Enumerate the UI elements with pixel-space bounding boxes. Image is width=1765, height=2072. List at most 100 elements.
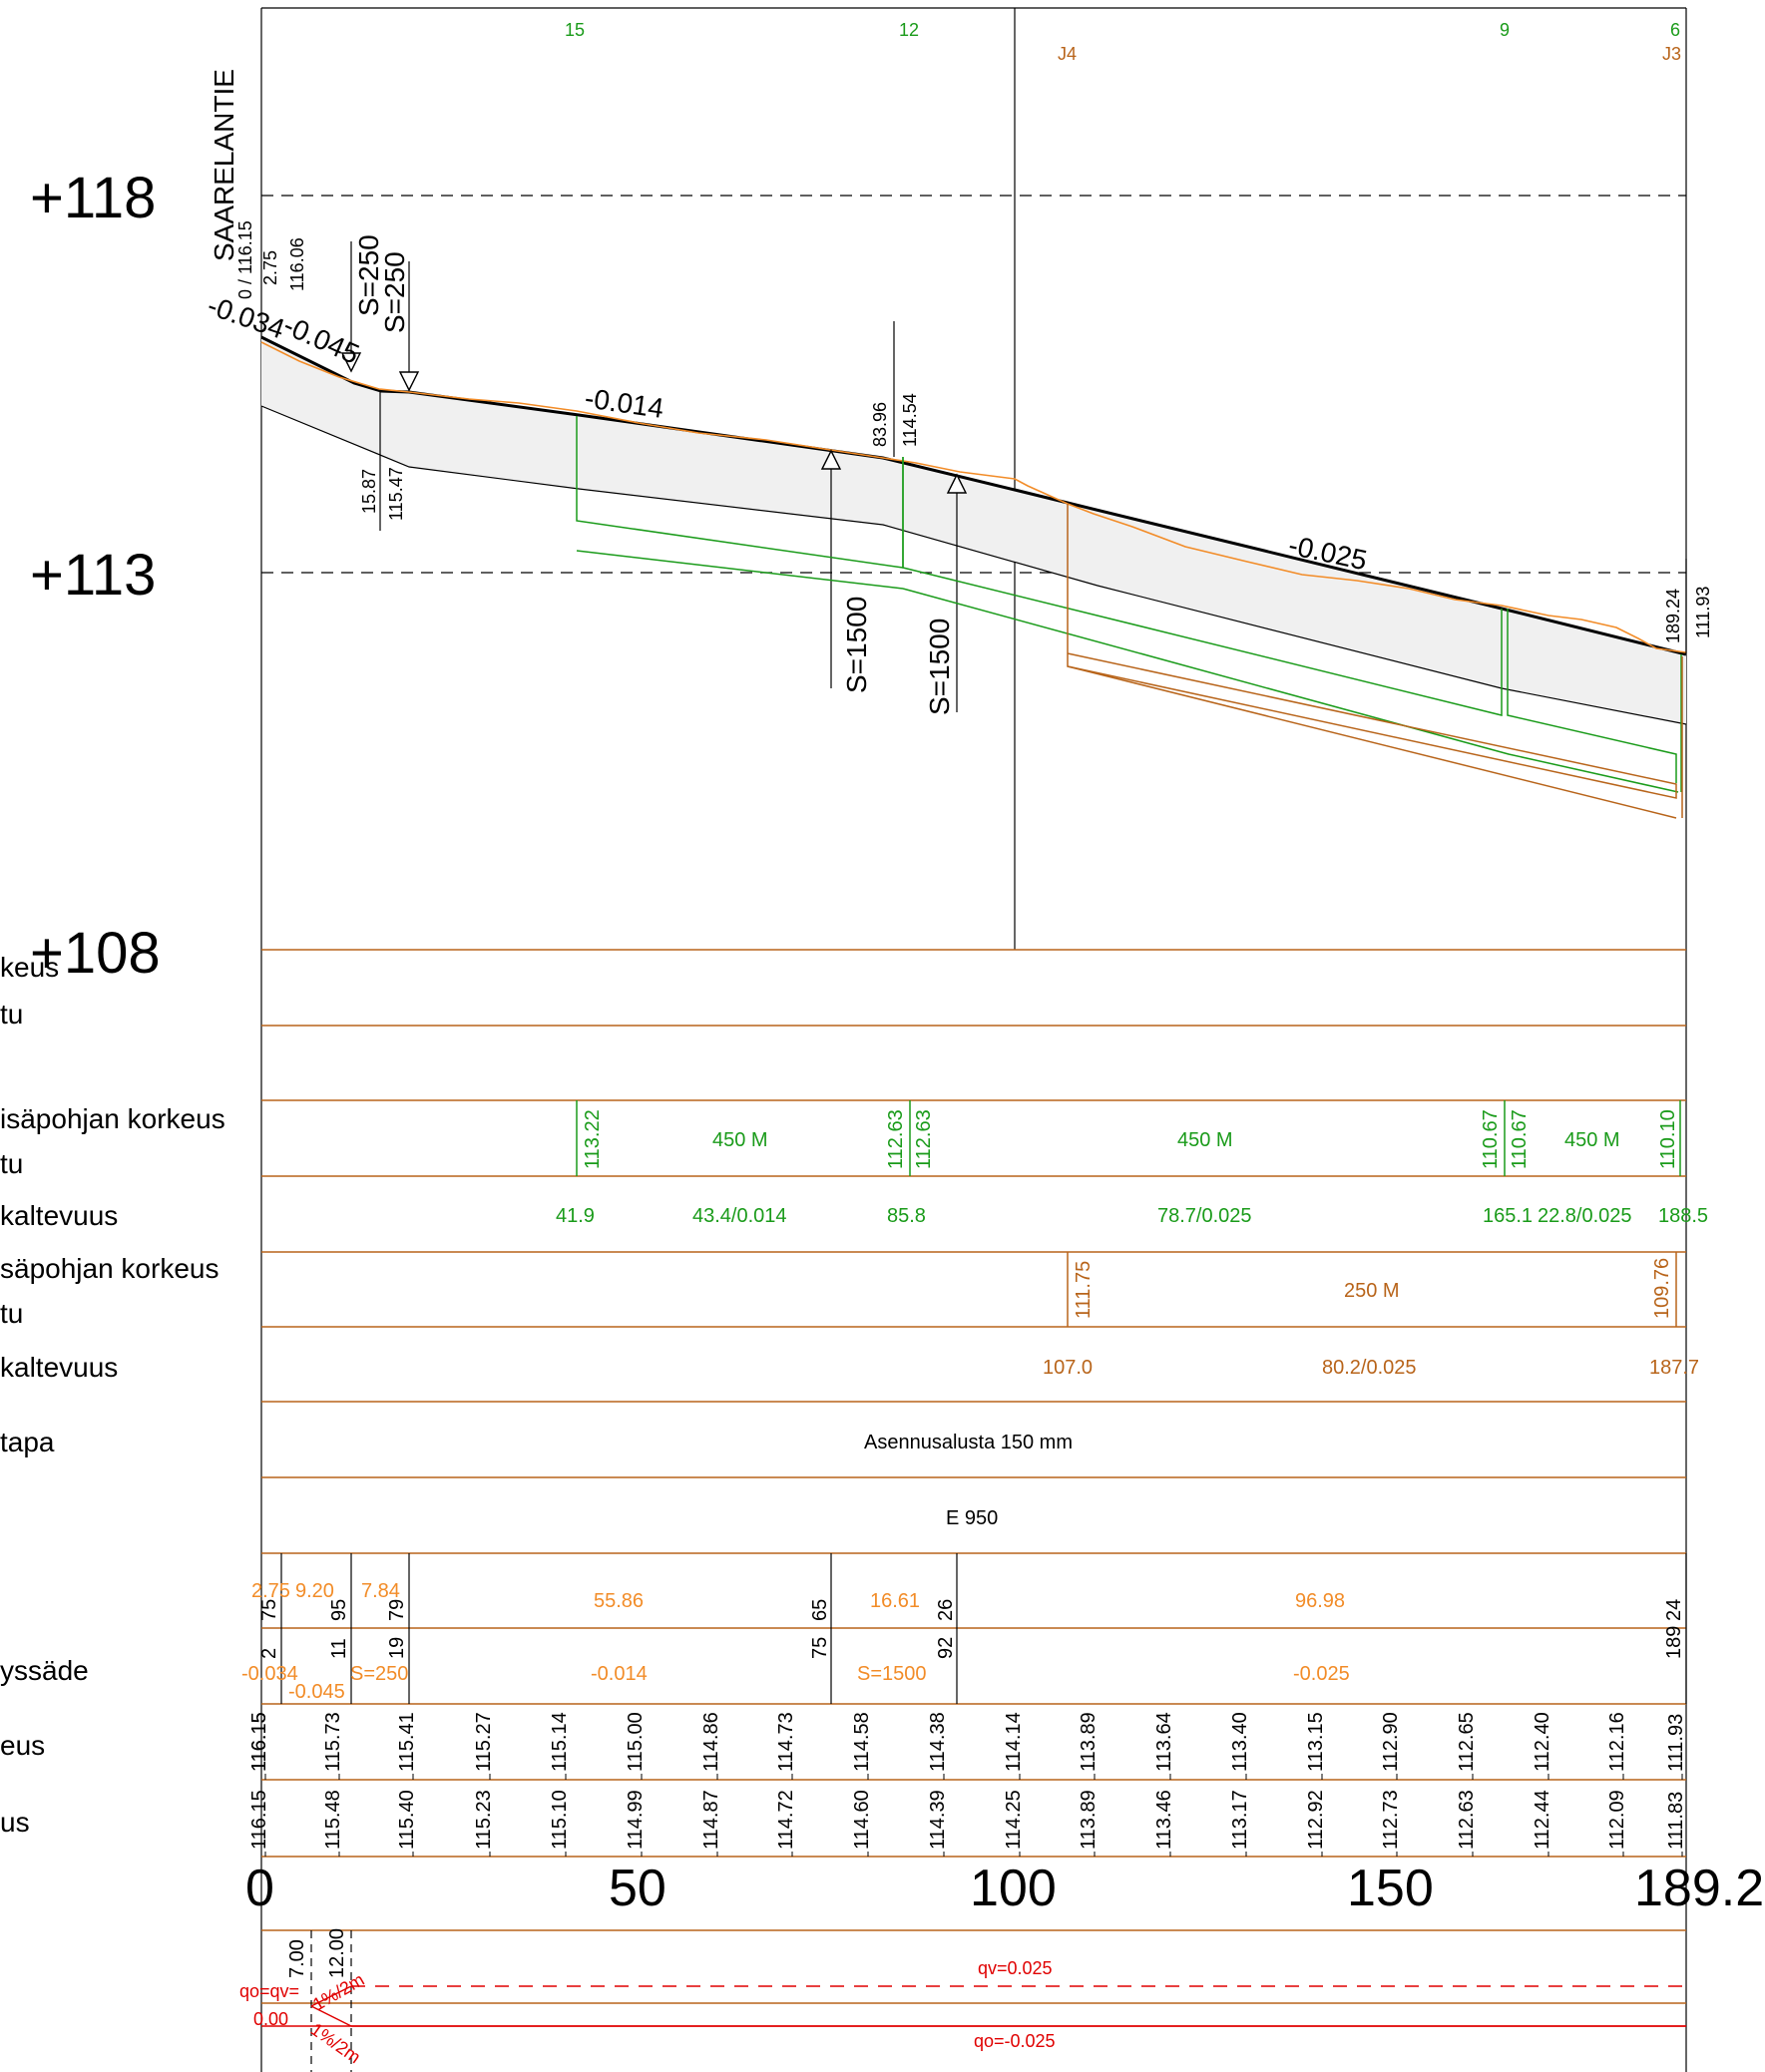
brown-pipe-extension [1067,656,1683,819]
geom-mark-bottom-2: 11 [328,1638,350,1659]
green-height-5: 110.67 [1509,1109,1531,1169]
design-level-value: 112.16 [1606,1712,1628,1772]
top-label-j3: J3 [1662,44,1681,64]
green-station-3: 165.1 [1483,1205,1533,1227]
brown-pipe-label: 250 M [1344,1280,1400,1302]
brown-station-2: 187.7 [1649,1357,1699,1379]
existing-level-value: 115.40 [396,1790,418,1850]
green-height-1: 113.22 [582,1109,604,1169]
design-level-value: 112.65 [1456,1712,1478,1772]
axis-label-189-2: 189.2 [1634,1860,1764,1917]
design-level-value: 113.89 [1078,1712,1100,1772]
existing-level-value: 112.09 [1606,1790,1628,1850]
top-label-9: 9 [1500,20,1510,40]
design-level-value: 112.40 [1532,1712,1553,1772]
geom-slope-3: S=250 [350,1663,408,1685]
crossfall-slope-down [310,2005,352,2027]
green-station-1: 41.9 [556,1205,595,1227]
geom-mark-top-3: 79 [386,1599,408,1621]
green-length-slope-1: 43.4/0.014 [692,1205,787,1227]
green-height-4: 110.67 [1480,1109,1502,1169]
start-station-label: 0 / 116.15 [235,220,255,299]
design-level-value: 114.86 [700,1712,722,1772]
axis-label-50: 50 [609,1860,666,1917]
elevation-label-113: +113 [30,543,156,608]
crossfall-qv-label: qv=0.025 [978,1958,1053,1978]
row-label-1: keus [0,952,59,983]
existing-level-value: 115.10 [549,1790,571,1850]
design-level-value: 116.15 [248,1712,270,1772]
existing-level-row: 116.15 115.48 115.40 115.23 115.10 114.99 114.… [248,1790,1687,1857]
radius-marker-3-arrow [820,449,842,470]
brown-height-1: 111.75 [1073,1261,1095,1319]
class-label: E 950 [946,1507,998,1529]
existing-level-value: 113.17 [1229,1790,1251,1850]
existing-level-value: 114.39 [927,1790,949,1850]
existing-level-value: 114.99 [625,1790,647,1850]
end-point-station: 189.24 [1663,589,1683,643]
design-level-value: 113.40 [1229,1712,1251,1772]
row-label-3: isäpohjan korkeus [0,1103,225,1134]
top-label-j4: J4 [1058,44,1077,64]
row-label-10: yssäde [0,1655,89,1686]
green-pipe-label-2: 450 M [1177,1129,1233,1151]
axis-label-100: 100 [970,1860,1057,1917]
crossfall-qo-label: qo=-0.025 [974,2031,1056,2051]
geom-length-3: 7.84 [361,1580,400,1602]
green-height-2: 112.63 [885,1109,907,1169]
brown-length-slope: 80.2/0.025 [1322,1357,1417,1379]
existing-level-value: 112.63 [1456,1790,1478,1850]
mid-point-height: 114.54 [900,393,920,447]
crossfall-left-label-2: 0.00 [253,2009,288,2029]
geom-mark-top-1: 75 [258,1599,280,1621]
existing-level-value: 114.60 [851,1790,873,1850]
start-height-label: 116.06 [287,237,307,291]
existing-ground-line [260,341,1687,653]
row-label-2: tu [0,999,23,1030]
existing-level-value: 114.25 [1003,1790,1025,1850]
crossfall-offset-right: 12.00 [326,1928,348,1978]
geom-slope-6: -0.025 [1293,1663,1350,1685]
geom-slope-2: -0.045 [288,1681,345,1703]
design-level-value: 114.73 [775,1712,797,1772]
design-level-value: 112.90 [1380,1712,1402,1772]
top-label-12: 12 [899,20,919,40]
brown-station-1: 107.0 [1043,1357,1093,1379]
radius-marker-1-arrow [340,352,362,373]
geom-mark-bottom-6: 189 [1663,1626,1685,1659]
geom-mark-bottom-1: 2 [258,1648,280,1659]
green-pipe-label-3: 450 M [1564,1129,1620,1151]
geom-mark-bottom-4: 75 [809,1637,831,1659]
row-label-5: kaltevuus [0,1200,118,1231]
radius-label-4: S=1500 [924,619,955,715]
design-level-value: 111.93 [1665,1714,1687,1772]
green-height-3: 112.63 [913,1109,935,1169]
existing-level-value: 115.48 [322,1790,344,1850]
green-pipe-right-segment [902,457,1682,793]
existing-level-value: 115.23 [473,1790,495,1850]
row-label-9: tapa [0,1427,55,1457]
elevation-label-118: +118 [30,166,156,230]
design-level-value: 113.15 [1305,1712,1327,1772]
design-level-value: 113.64 [1153,1712,1175,1772]
end-point-height: 111.93 [1693,587,1713,638]
geom-slope-4: -0.014 [591,1663,648,1685]
installation-label: Asennusalusta 150 mm [864,1432,1073,1453]
design-level-value: 114.38 [927,1712,949,1772]
green-length-slope-2: 78.7/0.025 [1157,1205,1252,1227]
elevation-label-108: +108 [30,921,161,986]
mid-point-station: 83.96 [870,402,890,447]
crossfall-offset-left: 7.00 [286,1939,308,1978]
existing-level-value: 112.44 [1532,1790,1553,1850]
road-name-label: SAARELANTIE [209,69,239,261]
top-label-15: 15 [565,20,585,40]
existing-level-value: 112.92 [1305,1790,1327,1850]
row-label-12: us [0,1807,30,1838]
design-level-value: 116.15 [248,1712,270,1772]
axis-label-0: 0 [245,1860,274,1917]
existing-level-value: 113.46 [1153,1790,1175,1850]
